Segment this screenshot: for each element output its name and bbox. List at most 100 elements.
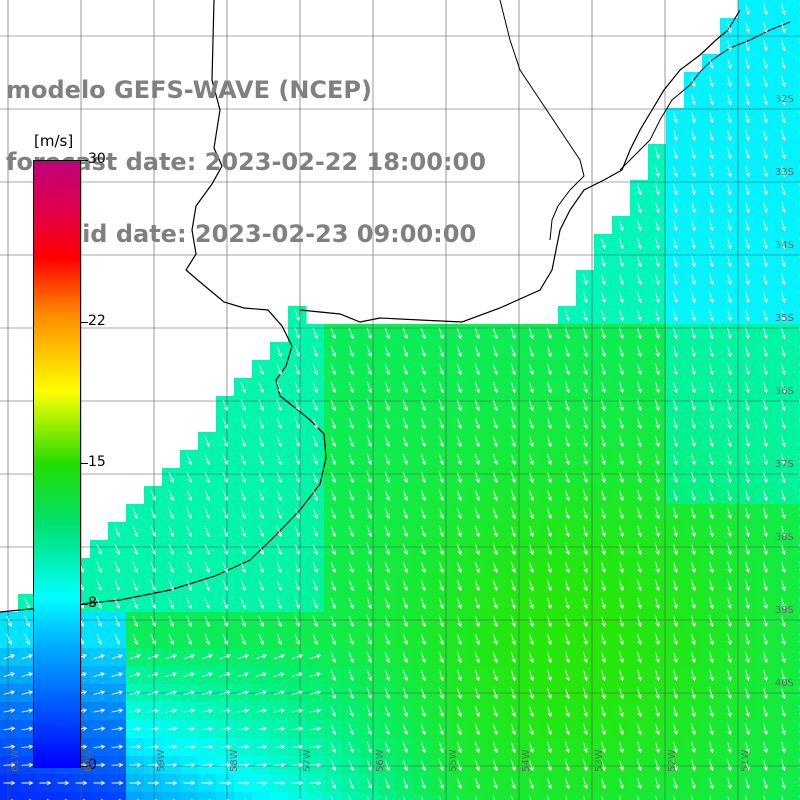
wind-arrow — [708, 453, 714, 466]
wind-arrow — [309, 780, 322, 786]
wind-arrow — [255, 726, 268, 731]
wind-speed-cell — [738, 792, 757, 800]
wind-arrow — [366, 489, 372, 502]
wind-arrow — [582, 669, 588, 682]
wind-arrow — [273, 744, 286, 750]
wind-arrow — [600, 273, 606, 286]
wind-arrow — [474, 579, 480, 592]
wind-arrow — [330, 669, 336, 682]
wind-arrow — [618, 237, 624, 250]
wind-arrow — [654, 147, 660, 160]
wind-arrow — [618, 363, 624, 376]
wind-arrow — [781, 543, 786, 556]
wind-arrow — [492, 345, 498, 358]
wind-arrow — [348, 489, 354, 502]
wind-arrow — [636, 399, 642, 412]
wind-arrow — [312, 327, 318, 340]
wind-arrow — [745, 543, 750, 556]
wind-arrow — [348, 615, 354, 628]
wind-arrow — [618, 525, 624, 538]
wind-arrow — [636, 687, 642, 700]
wind-arrow — [201, 762, 214, 768]
wind-arrow — [654, 273, 660, 286]
wind-arrow — [654, 291, 660, 304]
wind-arrow — [618, 543, 624, 556]
wind-arrow — [219, 690, 232, 695]
wind-arrow — [474, 525, 480, 538]
wind-arrow — [600, 345, 606, 358]
wind-arrow — [510, 669, 516, 682]
wind-arrow — [312, 597, 318, 610]
wind-arrow — [222, 507, 228, 519]
wind-arrow — [366, 741, 372, 754]
wind-arrow — [420, 777, 426, 790]
wind-arrow — [474, 417, 480, 430]
longitude-label: 51W — [740, 749, 751, 772]
wind-arrow — [600, 507, 606, 520]
wind-arrow — [745, 777, 750, 790]
wind-arrow — [474, 705, 480, 718]
wind-arrow — [636, 633, 642, 646]
wind-arrow — [474, 453, 480, 466]
wind-speed-cell — [792, 792, 800, 800]
wind-arrow — [600, 543, 606, 556]
wind-arrow — [745, 525, 750, 538]
wind-arrow — [510, 651, 516, 664]
wind-speed-cell — [792, 18, 800, 37]
wind-arrow — [546, 705, 552, 718]
wind-arrow — [745, 291, 750, 304]
wind-arrow — [366, 633, 372, 646]
wind-arrow — [165, 726, 178, 731]
wind-arrow — [708, 75, 714, 88]
colorbar-tick — [80, 604, 88, 606]
wind-arrow — [546, 507, 552, 520]
wind-arrows — [3, 3, 800, 800]
wind-arrow — [39, 780, 52, 786]
wind-arrow — [420, 543, 426, 556]
wind-arrow — [745, 489, 750, 502]
wind-arrow — [456, 579, 462, 592]
wind-arrow — [402, 345, 408, 358]
wind-arrow — [763, 507, 768, 520]
wind-arrow — [546, 327, 552, 340]
wind-arrow — [672, 273, 678, 286]
wind-arrow — [654, 165, 660, 178]
wind-arrow — [132, 615, 138, 627]
wind-arrow — [366, 615, 372, 628]
wind-arrow — [24, 597, 31, 609]
wind-arrow — [222, 561, 228, 573]
wind-arrow — [564, 417, 570, 430]
wind-arrow — [129, 762, 142, 768]
wind-speed-cell — [792, 378, 800, 397]
wind-arrow — [654, 201, 660, 214]
wind-arrow — [708, 147, 714, 160]
longitude-label: 52W — [667, 749, 678, 772]
wind-arrow — [366, 759, 372, 772]
wind-arrow — [582, 507, 588, 520]
wind-arrow — [708, 201, 714, 214]
wind-arrow — [564, 795, 568, 800]
wind-arrow — [690, 75, 696, 88]
wind-arrow — [492, 795, 496, 800]
wind-arrow — [222, 633, 228, 645]
wind-arrow — [330, 399, 336, 412]
wind-arrow — [564, 453, 570, 466]
wind-arrow — [672, 651, 678, 664]
wind-arrow — [781, 777, 786, 790]
wind-arrow — [438, 597, 444, 610]
wind-arrow — [708, 471, 714, 484]
colorbar-tick-label: 15 — [88, 454, 106, 470]
wind-arrow — [564, 399, 570, 412]
wind-arrow — [654, 507, 660, 520]
wind-arrow — [745, 39, 750, 52]
wind-arrow — [330, 633, 336, 646]
wind-arrow — [240, 633, 246, 645]
wind-arrow — [763, 93, 768, 106]
wind-arrow — [763, 255, 768, 268]
wind-arrow — [510, 363, 516, 376]
wind-arrow — [111, 762, 124, 768]
wind-arrow — [438, 705, 444, 718]
wind-arrow — [309, 654, 322, 660]
wind-arrow — [150, 579, 156, 591]
wind-arrow — [546, 417, 552, 430]
